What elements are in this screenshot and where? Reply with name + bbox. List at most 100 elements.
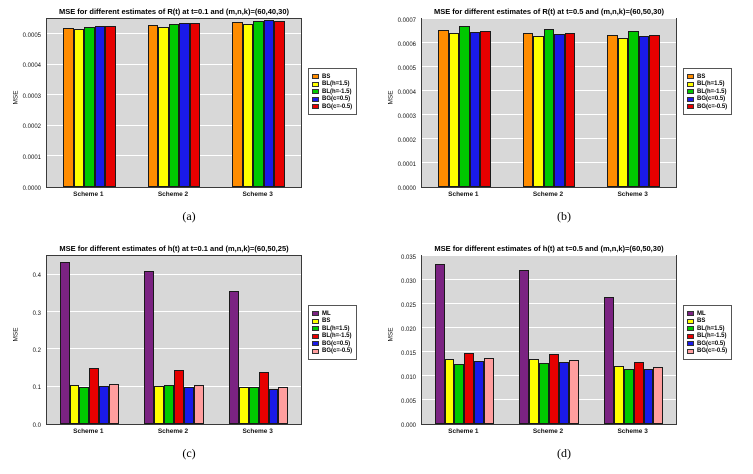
y-axis-ticks: 0.0 0.1 0.2 0.3 0.4 bbox=[2, 255, 44, 428]
legend-label: BG(c=0.5) bbox=[697, 340, 726, 347]
plot-area bbox=[421, 255, 677, 425]
legend: ML BS BL(h=1.5) BL(h=-1.5) BG(c=0.5) BG(c=-0.… bbox=[683, 305, 733, 360]
legend-label: BG(c=0.5) bbox=[697, 96, 726, 102]
x-tick-label: Scheme 3 bbox=[242, 428, 273, 435]
y-tick-label: 0.0004 bbox=[22, 63, 41, 70]
bar bbox=[519, 270, 530, 424]
legend-label: BL(h=-1.5) bbox=[697, 88, 727, 95]
y-tick-label: 0.0006 bbox=[397, 41, 416, 48]
legend-label: BG(c=-0.5) bbox=[322, 103, 353, 110]
legend-item: BG(c=0.5) bbox=[687, 96, 727, 102]
legend-swatch bbox=[687, 74, 694, 79]
legend-item: ML bbox=[687, 311, 727, 317]
gridline bbox=[422, 18, 676, 19]
bar bbox=[99, 385, 110, 424]
legend: BS BL(h=1.5) BL(h=-1.5) BG(c=0.5) BG(c=-0.5) bbox=[683, 68, 733, 115]
bar bbox=[164, 385, 174, 424]
x-axis-ticks: Scheme 1 Scheme 2 Scheme 3 bbox=[421, 428, 677, 438]
gridline bbox=[47, 348, 301, 350]
bar bbox=[109, 384, 119, 424]
bar bbox=[558, 361, 569, 424]
legend-swatch bbox=[687, 341, 694, 346]
legend-swatch bbox=[312, 81, 319, 87]
bar bbox=[73, 29, 85, 187]
legend-swatch bbox=[312, 74, 319, 79]
bar bbox=[193, 385, 204, 424]
bar bbox=[232, 22, 243, 187]
legend-swatch bbox=[312, 311, 319, 316]
plot-area bbox=[421, 18, 677, 188]
bar bbox=[474, 361, 485, 424]
gridline bbox=[422, 279, 676, 280]
legend: BS BL(h=1.5) BL(h=-1.5) BG(c=0.5) BG(c=-0.5) bbox=[308, 68, 358, 115]
legend-label: BL(h=1.5) bbox=[697, 325, 725, 332]
bar bbox=[147, 25, 159, 187]
y-tick-label: 0.0002 bbox=[22, 124, 41, 131]
bar bbox=[643, 369, 654, 424]
bar bbox=[480, 30, 491, 187]
bar bbox=[63, 27, 74, 187]
y-tick-label: 0.020 bbox=[400, 326, 416, 333]
bar bbox=[84, 26, 95, 187]
bar bbox=[268, 388, 279, 424]
y-tick-label: 0.0000 bbox=[397, 185, 416, 192]
chart-panel-a: MSE for different estimates of R(t) at t… bbox=[2, 2, 376, 235]
legend-item: BG(c=0.5) bbox=[312, 96, 352, 102]
legend-item: BL(h=1.5) bbox=[312, 81, 352, 87]
plot-area bbox=[46, 18, 302, 188]
legend-item: BL(h=1.5) bbox=[687, 81, 727, 87]
legend-item: BG(c=0.5) bbox=[687, 341, 727, 347]
bar bbox=[617, 38, 629, 187]
legend-swatch bbox=[687, 318, 694, 324]
bar bbox=[459, 25, 470, 187]
x-axis-ticks: Scheme 1 Scheme 2 Scheme 3 bbox=[421, 191, 677, 201]
subfigure-caption: (c) bbox=[182, 446, 196, 460]
bar bbox=[554, 34, 565, 187]
bar bbox=[168, 23, 180, 187]
y-axis-ticks: 0.000 0.005 0.010 0.015 0.020 0.025 0.030 0.035 bbox=[377, 254, 419, 429]
legend-label: BG(c=-0.5) bbox=[697, 348, 728, 354]
legend-item: BS bbox=[687, 74, 727, 80]
legend-item: BS bbox=[312, 318, 352, 324]
legend-label: BG(c=0.5) bbox=[322, 340, 351, 347]
legend-label: BG(c=-0.5) bbox=[322, 348, 353, 354]
bar bbox=[604, 296, 614, 424]
legend-swatch bbox=[687, 311, 694, 316]
legend-swatch bbox=[312, 333, 319, 339]
legend-swatch bbox=[687, 333, 694, 339]
bar bbox=[229, 291, 239, 424]
legend-swatch bbox=[687, 348, 694, 354]
bar bbox=[144, 270, 155, 424]
bar bbox=[564, 33, 576, 187]
y-tick-label: 0.035 bbox=[400, 254, 416, 261]
legend-item: ML bbox=[312, 311, 352, 317]
legend-swatch bbox=[312, 326, 319, 331]
x-tick-label: Scheme 2 bbox=[532, 428, 564, 435]
legend-label: BG(c=0.5) bbox=[322, 96, 351, 102]
legend-swatch bbox=[312, 89, 319, 94]
bar bbox=[189, 23, 201, 187]
legend-item: BL(h=-1.5) bbox=[312, 89, 352, 95]
y-tick-label: 0.005 bbox=[400, 398, 416, 405]
legend-item: BG(c=0.5) bbox=[312, 341, 352, 347]
x-axis-ticks: Scheme 1 Scheme 2 Scheme 3 bbox=[46, 191, 302, 201]
legend-swatch bbox=[312, 318, 319, 324]
y-tick-label: 0.0004 bbox=[397, 89, 416, 96]
y-tick-label: 0.0003 bbox=[397, 113, 416, 120]
y-tick-label: 0.000 bbox=[400, 422, 416, 429]
bar bbox=[529, 359, 540, 424]
gridline bbox=[422, 327, 676, 328]
legend-item: BG(c=-0.5) bbox=[687, 104, 727, 110]
chart-title: MSE for different estimates of h(t) at t… bbox=[434, 244, 664, 253]
gridline bbox=[422, 255, 676, 256]
x-tick-label: Scheme 2 bbox=[157, 191, 189, 198]
bar bbox=[628, 31, 639, 187]
bar bbox=[263, 19, 275, 187]
bar bbox=[444, 358, 455, 424]
y-tick-label: 0.0002 bbox=[397, 137, 416, 144]
y-axis-ticks: 0.0000 0.0001 0.0002 0.0003 0.0004 0.0005 0.00… bbox=[377, 18, 419, 192]
bar bbox=[434, 264, 445, 424]
plot-area bbox=[46, 255, 302, 425]
legend-label: BL(h=-1.5) bbox=[697, 333, 727, 339]
bar bbox=[158, 26, 169, 187]
